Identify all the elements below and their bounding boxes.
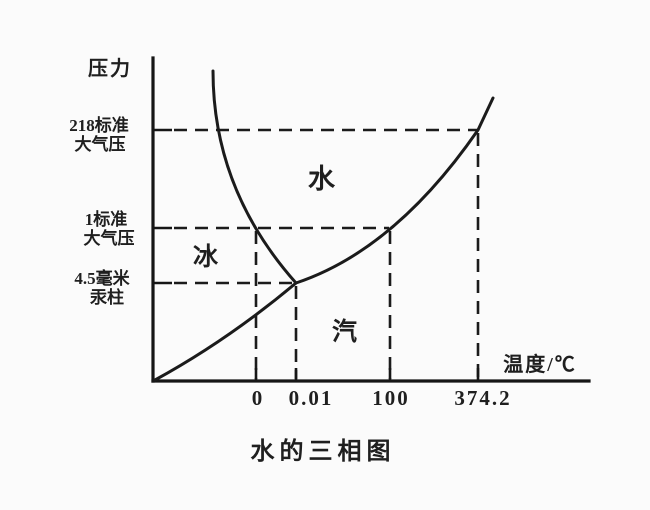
- y-tick-label-1atm-line2: 大气压: [84, 228, 135, 248]
- y-tick-label-4p5mmhg-line1: 4.5毫米: [74, 268, 130, 288]
- melting-curve: [211, 69, 298, 285]
- y-tick-label-218atm-line2: 大气压: [75, 134, 126, 154]
- figure-title: 水的三相图: [251, 437, 396, 465]
- x-axis-title: 温度/℃: [503, 352, 577, 376]
- sublimation-curve: [153, 281, 298, 382]
- x-tick-label-100: 100: [372, 386, 410, 410]
- y-axis-title: 压力: [88, 57, 132, 80]
- x-tick-label-0: 0: [252, 386, 265, 410]
- y-tick-label-218atm-line1: 218标准: [69, 115, 129, 135]
- region-label-water: 水: [308, 164, 336, 194]
- x-tick-label-0p01: 0.01: [289, 386, 334, 410]
- region-label-vapor: 汽: [332, 317, 358, 346]
- y-tick-label-1atm-line1: 1标准: [85, 209, 128, 229]
- x-tick-label-374p2: 374.2: [454, 386, 511, 410]
- region-label-ice: 冰: [193, 243, 219, 271]
- vaporization-curve: [294, 96, 495, 285]
- y-tick-label-4p5mmhg-line2: 汞柱: [89, 287, 124, 307]
